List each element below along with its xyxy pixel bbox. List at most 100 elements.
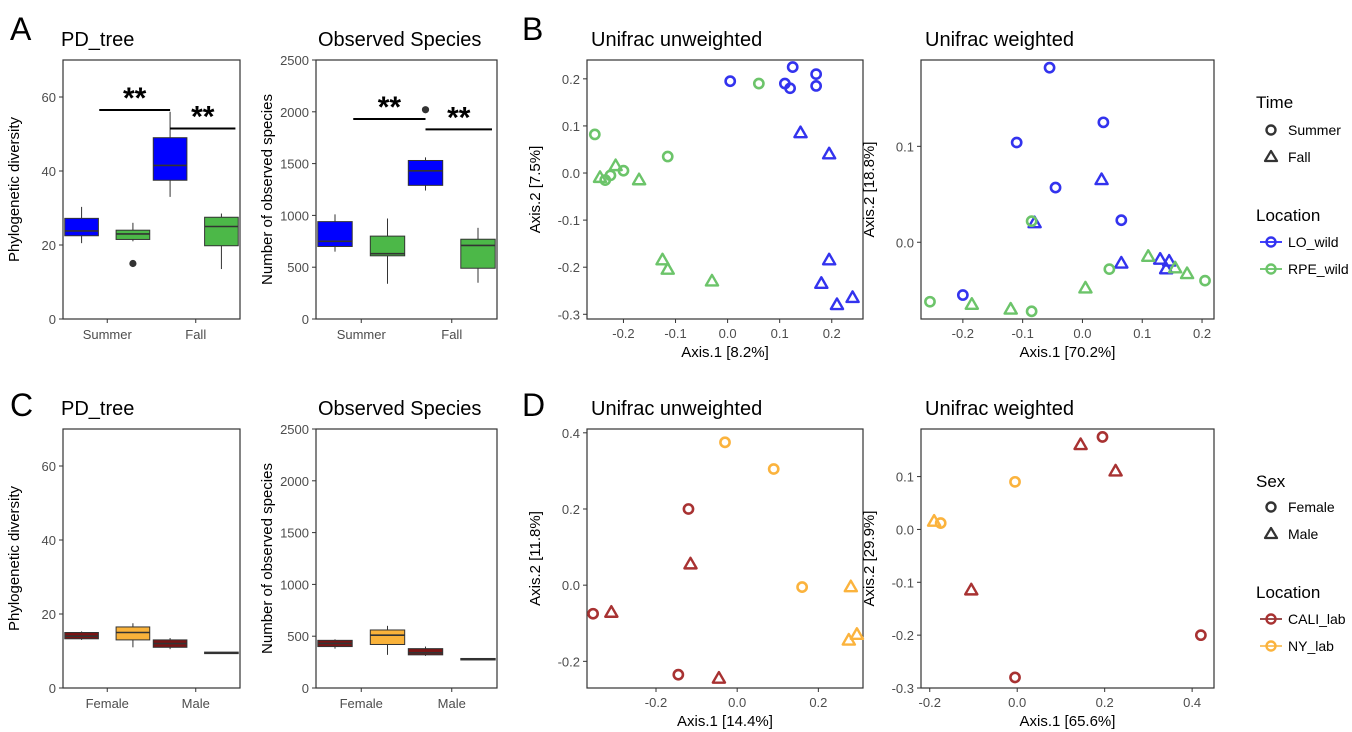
- panel-letter-d: D: [522, 387, 545, 423]
- x-tick-label: 0.0: [719, 326, 737, 341]
- y-tick-label: 0.1: [896, 470, 914, 485]
- x-tick-label: -0.2: [612, 326, 634, 341]
- x-tick-label: 0.0: [1008, 695, 1026, 710]
- box-ny-lab: [369, 629, 406, 645]
- box-lo-wild: [64, 217, 99, 237]
- y-tick-label: -0.1: [892, 575, 914, 590]
- chart-title: Observed Species: [318, 398, 481, 420]
- point-circle-lo-wild: [1049, 181, 1062, 194]
- scatter-panel-d2: Unifrac weighted -0.3 -0.2 -0.1 0.0 0.1 Axis.2…: [861, 398, 1215, 730]
- point-triangle-lo-wild: [1114, 255, 1129, 269]
- y-axis-label: Phylogenetic diversity: [6, 485, 23, 631]
- panel-letter-b: B: [522, 11, 543, 47]
- point-triangle-lo-wild: [814, 276, 829, 290]
- y-tick-label: 0.0: [896, 522, 914, 537]
- x-tick-label: -0.1: [1011, 326, 1033, 341]
- y-tick-label: 40: [42, 533, 56, 548]
- point-triangle-rpe-wild: [608, 158, 623, 172]
- legend-item-cali-lab: CALI_lab: [1288, 611, 1346, 627]
- point-circle-lo-wild: [724, 75, 737, 88]
- significance-label: **: [191, 100, 215, 133]
- y-tick-label: 2000: [280, 105, 309, 120]
- y-axis-label: Number of observed species: [259, 463, 276, 654]
- legend-title-location-2: Location: [1256, 583, 1320, 602]
- x-axis-label: Axis.1 [14.4%]: [677, 713, 773, 730]
- legend-title-sex: Sex: [1256, 472, 1286, 491]
- point-circle-lo-wild: [810, 68, 823, 81]
- point-circle-lo-wild: [786, 61, 799, 73]
- point-triangle-lo-wild: [821, 252, 837, 266]
- point-circle-ny-lab: [1009, 475, 1021, 488]
- point-triangle-rpe-wild: [1078, 280, 1093, 294]
- y-axis-label: Axis.2 [29.9%]: [861, 511, 878, 607]
- y-axis-label: Number of observed species: [259, 94, 276, 285]
- x-tick-label: 0.2: [1096, 695, 1114, 710]
- point-triangle-rpe-wild: [655, 252, 670, 266]
- y-tick-label: 2500: [280, 53, 309, 68]
- legend-item-rpe-wild: RPE_wild: [1288, 261, 1349, 277]
- plot-frame: [315, 428, 498, 689]
- chart-title: Unifrac weighted: [925, 398, 1074, 420]
- x-tick-label: Male: [438, 696, 466, 711]
- plot-frame: [586, 59, 864, 320]
- point-triangle-lo-wild: [1152, 251, 1168, 265]
- x-tick-label: -0.2: [952, 326, 974, 341]
- x-axis-label: Axis.1 [70.2%]: [1020, 344, 1116, 361]
- point-circle-ny-lab: [767, 463, 780, 475]
- box-panel-c2: Observed Species 0 500 1000 1500 2000 2500 Numb…: [259, 398, 498, 711]
- y-axis-label: Axis.2 [18.8%]: [861, 142, 878, 238]
- point-circle-rpe-wild: [661, 150, 674, 163]
- point-triangle-cali-lab: [604, 604, 619, 618]
- box-ny-lab: [115, 626, 151, 641]
- y-tick-label: 500: [287, 629, 309, 644]
- plot-frame: [920, 428, 1215, 689]
- y-axis-label: Axis.2 [7.5%]: [527, 146, 544, 234]
- y-tick-label: -0.2: [558, 260, 580, 275]
- y-tick-label: 0: [49, 681, 56, 696]
- x-tick-label: Male: [182, 696, 210, 711]
- y-axis-label: Phylogenetic diversity: [6, 116, 23, 262]
- plot-frame: [315, 59, 498, 320]
- legend-title-time: Time: [1256, 93, 1293, 112]
- x-tick-label: 0.4: [1183, 695, 1201, 710]
- point-circle-lo-wild: [1115, 214, 1128, 227]
- y-tick-label: 60: [42, 90, 56, 105]
- y-tick-label: -0.2: [892, 628, 914, 643]
- point-triangle-rpe-wild: [592, 170, 608, 184]
- point-circle-cali-lab: [1194, 629, 1207, 642]
- box-rpe-wild: [460, 238, 496, 269]
- legend-item-ny-lab: NY_lab: [1288, 638, 1334, 654]
- x-tick-label: Female: [340, 696, 383, 711]
- point-circle-lo-wild: [810, 80, 823, 92]
- outlier-point: [129, 259, 137, 268]
- legend-circle-icon: [1265, 501, 1277, 513]
- x-tick-label: -0.1: [664, 326, 686, 341]
- chart-title: PD_tree: [61, 398, 134, 420]
- chart-title: PD_tree: [61, 29, 134, 51]
- point-triangle-rpe-wild: [1167, 260, 1183, 274]
- y-tick-label: 0.0: [896, 235, 914, 250]
- plot-frame: [920, 59, 1215, 320]
- y-tick-label: 1000: [280, 208, 309, 223]
- significance-label: **: [378, 91, 402, 124]
- y-tick-label: 0.1: [896, 139, 914, 154]
- legend-item-fall: Fall: [1288, 149, 1311, 165]
- legend-item-lo-wild: LO_wild: [1288, 234, 1339, 250]
- box-cali-lab: [407, 648, 444, 656]
- legend-title-location: Location: [1256, 206, 1320, 225]
- x-tick-label: Summer: [83, 327, 133, 342]
- scatter-panel-b1: Unifrac unweighted -0.3 -0.2 -0.1 0.0 0.1 0.2 A…: [527, 29, 864, 361]
- y-tick-label: -0.3: [892, 681, 914, 696]
- y-tick-label: 1500: [280, 526, 309, 541]
- y-tick-label: 2500: [280, 422, 309, 437]
- point-triangle-cali-lab: [964, 582, 979, 596]
- legend-dot-ny-lab: [1265, 640, 1277, 652]
- y-tick-label: 0: [302, 312, 309, 327]
- point-circle-cali-lab: [1009, 671, 1021, 684]
- scatter-panel-b2: Unifrac weighted 0.0 0.1 Axis.2 [18.8%] -0.2…: [861, 29, 1215, 361]
- y-tick-label: 1000: [280, 577, 309, 592]
- point-triangle-lo-wild: [1158, 261, 1174, 275]
- plot-frame: [62, 59, 241, 320]
- x-tick-label: 0.0: [1073, 326, 1091, 341]
- point-triangle-cali-lab: [1108, 463, 1123, 477]
